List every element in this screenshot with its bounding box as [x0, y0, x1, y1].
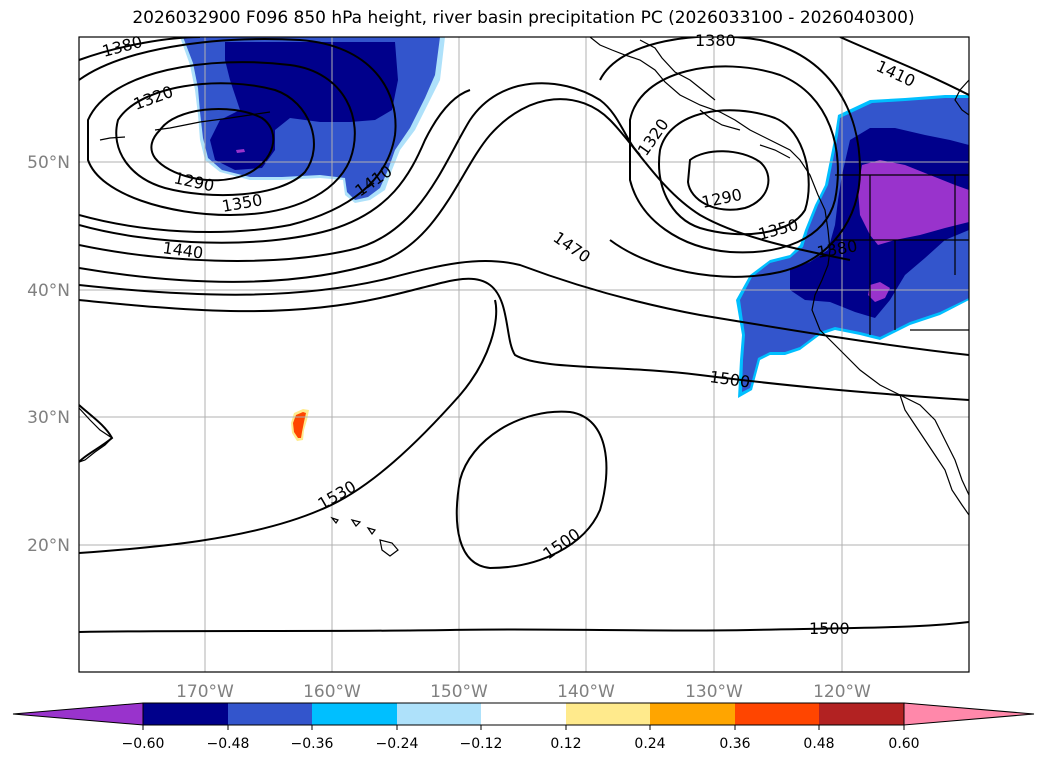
state-borders: [835, 174, 969, 335]
colorbar-extend-left: [12, 702, 144, 726]
contour-west-1410: [79, 89, 471, 244]
lat-label: 50°N: [27, 153, 70, 173]
colorbar-segment: [312, 703, 397, 725]
contour-label: 1380: [695, 31, 736, 50]
contour-1500-south: [79, 621, 969, 633]
contour-east-1380: [599, 37, 862, 278]
colorbar-segment: [650, 703, 735, 725]
contour-label: 1380: [100, 32, 144, 61]
coastline-bc-islands: [639, 39, 791, 159]
contour-label: 1470: [550, 228, 594, 267]
precip-area-positive-core: [293, 412, 306, 438]
coastline-aleutians: [99, 111, 271, 141]
precip-area-west-coast-purple-small: [868, 282, 890, 302]
lat-label: 40°N: [27, 281, 70, 301]
contour-west-1290: [150, 107, 275, 182]
coastlines: [79, 37, 969, 557]
contour-1500-north-outer: [79, 259, 969, 356]
contour-east-1350: [629, 65, 839, 254]
colorbar-tick-label: −0.60: [122, 736, 165, 752]
colorbar-tick-label: 0.48: [803, 736, 834, 752]
colorbar-segment: [143, 703, 228, 725]
contour-label: 1350: [220, 190, 263, 216]
contour-label: 1320: [131, 82, 176, 114]
coastline-alaska: [589, 37, 831, 251]
lon-label: 160°W: [303, 682, 361, 702]
lat-label: 30°N: [27, 408, 70, 428]
coastline-western-us: [811, 249, 969, 496]
lon-label: 140°W: [557, 682, 615, 702]
colorbar-segment: [228, 703, 312, 725]
colorbar-ticks: [142, 725, 905, 730]
colorbar-extend-right: [903, 702, 1035, 726]
map-frame: [78, 36, 970, 673]
contour-label: 1290: [700, 185, 744, 212]
coastline-baja: [899, 394, 969, 516]
colorbar: −0.60 −0.48 −0.36 −0.24 −0.12 0.12 0.24 …: [12, 702, 1035, 752]
contour-1500-closed: [455, 410, 608, 570]
precip-area-nw-pacific-dot: [236, 149, 245, 153]
colorbar-segment: [735, 703, 819, 725]
precip-area-nw-pacific-core: [210, 42, 398, 170]
contour-east-1290: [686, 150, 770, 211]
colorbar-tick-label: 0.60: [888, 736, 919, 752]
precip-area-west-coast-purple: [858, 160, 969, 245]
colorbar-tick-label: −0.36: [291, 736, 334, 752]
colorbar-tick-label: 0.36: [719, 736, 750, 752]
height-contours: [79, 37, 969, 633]
coastline-hawaii: [330, 516, 399, 557]
contour-1500-north: [79, 277, 969, 401]
contour-west-1440: [79, 82, 641, 262]
contour-label: 1500: [539, 524, 583, 563]
colorbar-segment: [819, 703, 904, 725]
contour-label: 1500: [809, 619, 850, 638]
colorbar-segment: [566, 703, 650, 725]
contour-east-1320: [658, 109, 810, 236]
latitude-labels: 50°N 40°N 30°N 20°N: [27, 153, 70, 556]
colorbar-tick-label: −0.12: [460, 736, 503, 752]
lon-label: 170°W: [176, 682, 234, 702]
coastline-left-edge: [79, 407, 113, 463]
contour-label: 1350: [756, 215, 800, 244]
contour-1530: [79, 299, 498, 554]
lon-label: 130°W: [685, 682, 743, 702]
colorbar-tick-label: 0.24: [634, 736, 665, 752]
longitude-labels: 170°W 160°W 150°W 140°W 130°W 120°W: [176, 682, 871, 702]
lon-label: 120°W: [813, 682, 871, 702]
map-title: 2026032900 F096 850 hPa height, river ba…: [132, 8, 915, 28]
contour-west-1350: [87, 61, 356, 217]
contour-west-1470: [79, 98, 851, 283]
contour-east-1410: [839, 37, 969, 96]
lat-label: 20°N: [27, 536, 70, 556]
colorbar-segment: [397, 703, 481, 725]
coastline-hudson-east: [954, 79, 969, 116]
colorbar-segment: [481, 703, 566, 725]
contour-west-1320: [115, 82, 315, 197]
lon-label: 150°W: [430, 682, 488, 702]
colorbar-tick-label: −0.48: [207, 736, 250, 752]
colorbar-tick-label: 0.12: [550, 736, 581, 752]
contour-left-edge: [79, 404, 114, 463]
contour-label: 1320: [634, 115, 673, 159]
contour-west-1380: [79, 38, 397, 233]
colorbar-frame: [142, 702, 905, 726]
colorbar-tick-label: −0.24: [376, 736, 419, 752]
contour-label: 1530: [315, 477, 360, 514]
